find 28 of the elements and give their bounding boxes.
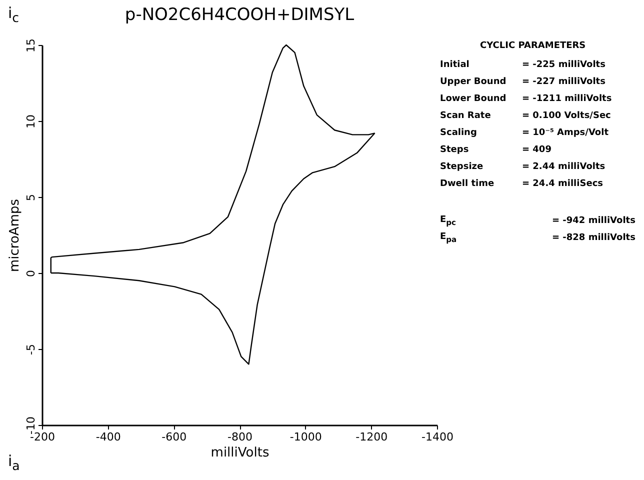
text: i$_{c}$ (8, 4, 20, 25)
text: Scan Rate = 0.100 Volts/Sec (440, 110, 611, 120)
text: Dwell time = 24.4 milliSecs (440, 178, 604, 188)
text: i$_{a}$ (8, 452, 20, 473)
y-tick-label: 5 (24, 194, 38, 201)
text: Stepsize = 2.44 milliVolts (440, 162, 606, 172)
text: CYCLIC PARAMETERS (479, 40, 587, 53)
y-axis-title: microAmps (8, 198, 22, 272)
x-tick-label: -1000 (290, 430, 322, 444)
text: Steps = 409 (440, 144, 552, 154)
y-tick-label: 10 (24, 114, 38, 128)
x-tick-label: -200 (30, 430, 55, 444)
x-tick-label: -1400 (422, 430, 454, 444)
text: E$_{pc}$ = -942 milliVolts (440, 214, 636, 226)
x-axis-title: milliVolts (210, 446, 270, 460)
x-tick-label: -1200 (356, 430, 388, 444)
text: Scaling = 10⁻⁵ Amps/Volt (440, 128, 608, 138)
text: Lower Bound = -1211 milliVolts (440, 94, 612, 104)
y-tick-label: -5 (24, 344, 38, 355)
text: Initial = -225 milliVolts (440, 60, 606, 70)
x-tick-label: -600 (162, 430, 187, 444)
chart-title: p-NO2C6H4COOH+DIMSYL (124, 5, 355, 25)
x-tick-label: -800 (228, 430, 252, 444)
text: Upper Bound = -227 milliVolts (440, 76, 606, 86)
y-tick-label: 0 (24, 270, 38, 277)
x-tick-label: -400 (96, 430, 121, 444)
y-tick-label: 15 (24, 38, 38, 52)
text: E$_{pa}$ = -828 milliVolts (440, 232, 636, 244)
